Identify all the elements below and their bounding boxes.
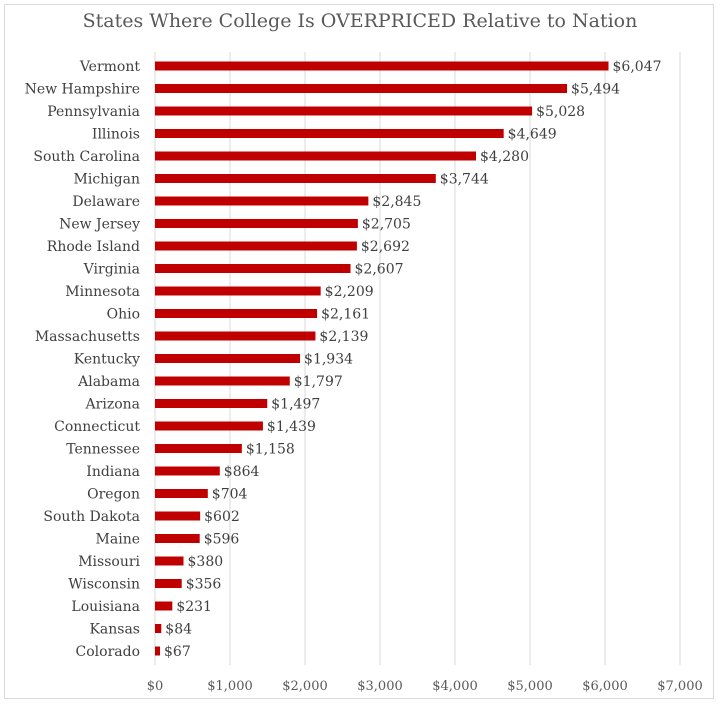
- value-label: $2,705: [362, 217, 411, 233]
- bar: [155, 511, 201, 521]
- bar: [155, 129, 504, 138]
- bar: [155, 309, 318, 318]
- category-label: New Hampshire: [25, 82, 140, 98]
- category-label: Rhode Island: [47, 239, 140, 255]
- value-label: $356: [186, 577, 222, 593]
- category-label: South Dakota: [43, 509, 140, 525]
- category-label: South Carolina: [33, 149, 140, 165]
- x-tick-label: $2,000: [282, 679, 328, 694]
- bar: [155, 151, 476, 161]
- bar: [155, 399, 268, 408]
- value-label: $2,845: [372, 194, 421, 210]
- value-label: $5,028: [536, 104, 585, 120]
- x-axis-ticks: $0 $1,000 $2,000 $3,000 $4,000 $5,000 $6,000 $7…: [147, 679, 703, 694]
- value-label: $2,139: [319, 329, 368, 345]
- value-label: $2,161: [321, 307, 370, 323]
- value-label: $4,280: [480, 149, 529, 165]
- category-label: Massachusetts: [35, 329, 140, 345]
- value-label: $6,047: [613, 59, 662, 75]
- chart-title: States Where College Is OVERPRICED Relat…: [82, 10, 638, 32]
- value-label: $596: [204, 532, 240, 548]
- bar: [155, 264, 351, 273]
- bar: [155, 601, 173, 611]
- x-tick-label: $0: [147, 679, 164, 694]
- category-label: Illinois: [92, 127, 140, 143]
- bar: [155, 286, 321, 296]
- category-label: Missouri: [78, 554, 140, 570]
- x-tick-label: $4,000: [432, 679, 478, 694]
- value-label: $67: [164, 644, 191, 660]
- value-label: $1,934: [304, 352, 353, 368]
- bar: [155, 241, 357, 251]
- bar: [155, 354, 301, 363]
- value-label: $3,744: [440, 172, 489, 188]
- category-label: New Jersey: [59, 217, 140, 233]
- x-tick-label: $7,000: [657, 679, 703, 694]
- chart-frame: [4, 4, 714, 699]
- category-label: Virginia: [83, 262, 140, 278]
- category-label: Louisiana: [71, 599, 140, 615]
- x-tick-label: $6,000: [582, 679, 628, 694]
- value-label: $1,158: [246, 442, 295, 458]
- bar: [155, 174, 436, 183]
- x-tick-label: $1,000: [207, 679, 253, 694]
- category-label: Wisconsin: [68, 577, 140, 593]
- value-label: $231: [176, 599, 212, 615]
- value-label: $380: [188, 554, 224, 570]
- x-tick-label: $3,000: [357, 679, 403, 694]
- category-label: Arizona: [85, 397, 140, 413]
- bar: [155, 466, 220, 476]
- bar: [155, 84, 568, 93]
- value-label: $1,797: [294, 374, 343, 390]
- category-label: Maine: [96, 532, 140, 548]
- category-label: Kansas: [89, 622, 140, 638]
- value-label: $1,439: [267, 419, 316, 435]
- category-label: Connecticut: [54, 419, 140, 435]
- category-label: Indiana: [86, 464, 140, 480]
- bar: [155, 219, 358, 228]
- bar: [155, 556, 184, 566]
- category-label: Ohio: [107, 307, 140, 323]
- bar-layer: [155, 61, 609, 656]
- value-label: $5,494: [571, 82, 620, 98]
- bar: [155, 331, 316, 341]
- bar: [155, 646, 161, 656]
- bar: [155, 61, 609, 71]
- bar: [155, 624, 162, 633]
- category-label: Kentucky: [74, 352, 140, 368]
- x-tick-label: $5,000: [507, 679, 553, 694]
- bar: [155, 421, 263, 431]
- value-label: $2,607: [355, 262, 404, 278]
- value-label: $602: [204, 509, 240, 525]
- category-label: Alabama: [77, 374, 140, 390]
- bar: [155, 376, 290, 386]
- bar: [155, 444, 242, 453]
- value-label: $704: [212, 487, 248, 503]
- value-label: $864: [224, 464, 260, 480]
- bar: [155, 196, 369, 206]
- bar: [155, 579, 182, 588]
- value-label: $2,209: [325, 284, 374, 300]
- category-label: Colorado: [76, 644, 140, 660]
- category-label: Oregon: [87, 487, 140, 503]
- bar: [155, 489, 208, 498]
- category-label: Tennessee: [66, 442, 140, 458]
- value-label: $4,649: [508, 127, 557, 143]
- value-label: $1,497: [271, 397, 320, 413]
- category-label: Michigan: [74, 172, 140, 188]
- bar: [155, 106, 533, 116]
- category-label: Vermont: [79, 59, 141, 75]
- category-label: Minnesota: [65, 284, 140, 300]
- category-label: Delaware: [72, 194, 140, 210]
- label-layer: Vermont $6,047 New Hampshire $5,494 Pennsylv…: [25, 59, 662, 660]
- bar: [155, 534, 200, 543]
- value-label: $84: [165, 622, 192, 638]
- value-label: $2,692: [361, 239, 410, 255]
- category-label: Pennsylvania: [47, 104, 140, 120]
